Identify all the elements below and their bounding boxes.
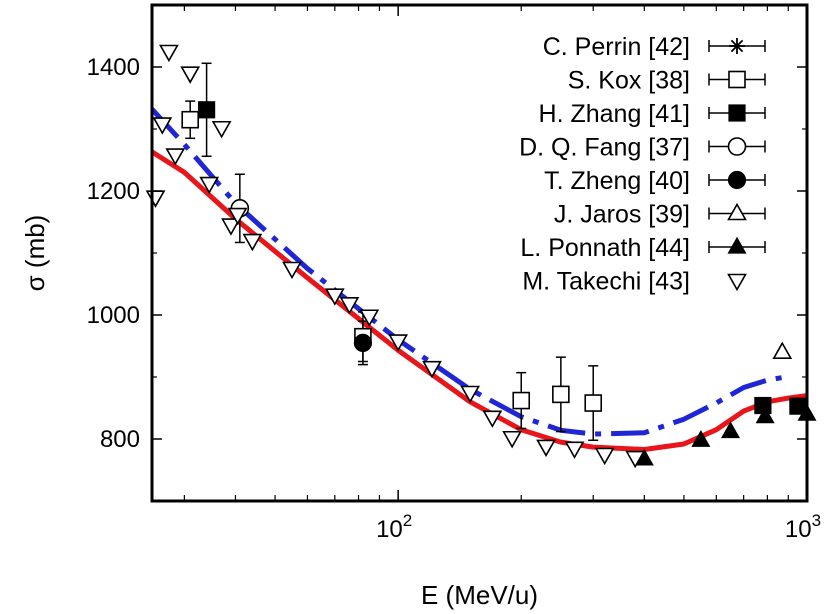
legend-label-l-ponnath-44: L. Ponnath [44] [520,234,690,262]
legend-marker-d-q-fang-37 [727,137,747,156]
point-s-kox-38-0 [181,110,199,129]
y-axis-title: σ (mb) [20,215,50,292]
legend-entry-h-zhang-41: H. Zhang [41] [539,100,766,128]
point-m-takechi-43-9 [242,233,263,252]
point-m-takechi-43-7 [221,218,241,236]
point-m-takechi-43-4 [180,66,201,84]
point-m-takechi-43-3 [165,148,186,166]
point-m-takechi-43-5 [199,176,220,195]
point-m-takechi-43-14 [388,334,409,352]
legend-entry-j-jaros-39: J. Jaros [39] [554,201,766,229]
point-m-takechi-43-22 [625,450,646,469]
legend-label-s-kox-38: S. Kox [38] [568,67,690,95]
legend-label-c-perrin-42: C. Perrin [42] [543,33,690,61]
y-tick-label-2: 1200 [87,178,140,205]
point-m-takechi-43-6 [211,120,232,139]
x-tick-label-1: 103 [785,511,821,543]
point-m-takechi-43-8 [227,207,248,226]
point-m-takechi-43-20 [564,441,585,459]
legend-marker-l-ponnath-44 [727,236,747,254]
point-m-takechi-43-16 [460,385,481,404]
legend-label-t-zheng-40: T. Zheng [40] [544,167,690,195]
point-m-takechi-43-15 [422,360,442,379]
legend-marker-s-kox-38 [728,70,746,89]
point-h-zhang-41-0 [197,101,216,119]
point-s-kox-38-2 [512,391,531,410]
legend-label-d-q-fang-37: D. Q. Fang [37] [519,134,690,162]
point-j-jaros-39-0 [772,341,793,360]
legend-marker-t-zheng-40 [727,170,747,190]
plot-frame [150,3,809,503]
point-l-ponnath-44-2 [720,421,741,439]
legend: C. Perrin [42] S. Kox [38] H. Zhang [41] D.… [519,33,766,296]
point-s-kox-38-4 [584,394,603,412]
y-tick-label-3: 1400 [87,54,140,81]
point-m-takechi-43-0 [145,190,166,208]
legend-entry-l-ponnath-44: L. Ponnath [44] [520,234,766,262]
curve-red-solid [150,149,808,452]
axis-ticks: 800 1000 1200 1400 102 103 [87,4,821,543]
legend-label-h-zhang-41: H. Zhang [41] [539,100,690,128]
point-m-takechi-43-1 [159,44,179,63]
legend-marker-c-perrin-42 [729,38,745,54]
legend-entry-m-takechi-43: M. Takechi [43] [522,268,747,296]
y-tick-label-1: 1000 [87,302,140,329]
point-m-takechi-43-2 [152,117,173,135]
legend-entry-d-q-fang-37: D. Q. Fang [37] [519,134,766,162]
data-markers [145,44,817,469]
x-tick-label-0: 102 [376,511,412,543]
point-m-takechi-43-11 [324,288,345,306]
legend-label-m-takechi-43: M. Takechi [43] [522,268,690,296]
point-t-zheng-40-0 [353,333,373,352]
point-m-takechi-43-18 [502,430,522,449]
legend-label-j-jaros-39: J. Jaros [39] [554,201,690,229]
legend-marker-j-jaros-39 [727,202,747,221]
point-m-takechi-43-17 [482,410,503,428]
legend-marker-h-zhang-41 [728,104,746,122]
legend-entry-t-zheng-40: T. Zheng [40] [544,167,766,195]
point-s-kox-38-3 [552,385,570,404]
point-m-takechi-43-12 [339,297,360,315]
point-l-ponnath-44-1 [691,430,711,447]
legend-marker-m-takechi-43 [727,273,747,292]
legend-entry-c-perrin-42: C. Perrin [42] [543,33,766,61]
x-axis-title: E (MeV/u) [421,580,538,610]
point-m-takechi-43-19 [536,439,556,458]
point-m-takechi-43-21 [594,447,615,466]
y-tick-label-0: 800 [100,426,140,453]
point-m-takechi-43-13 [359,309,380,327]
point-m-takechi-43-10 [282,261,302,280]
model-curves [150,107,808,452]
point-l-ponnath-44-3 [755,406,775,424]
legend-entry-s-kox-38: S. Kox [38] [568,67,766,95]
